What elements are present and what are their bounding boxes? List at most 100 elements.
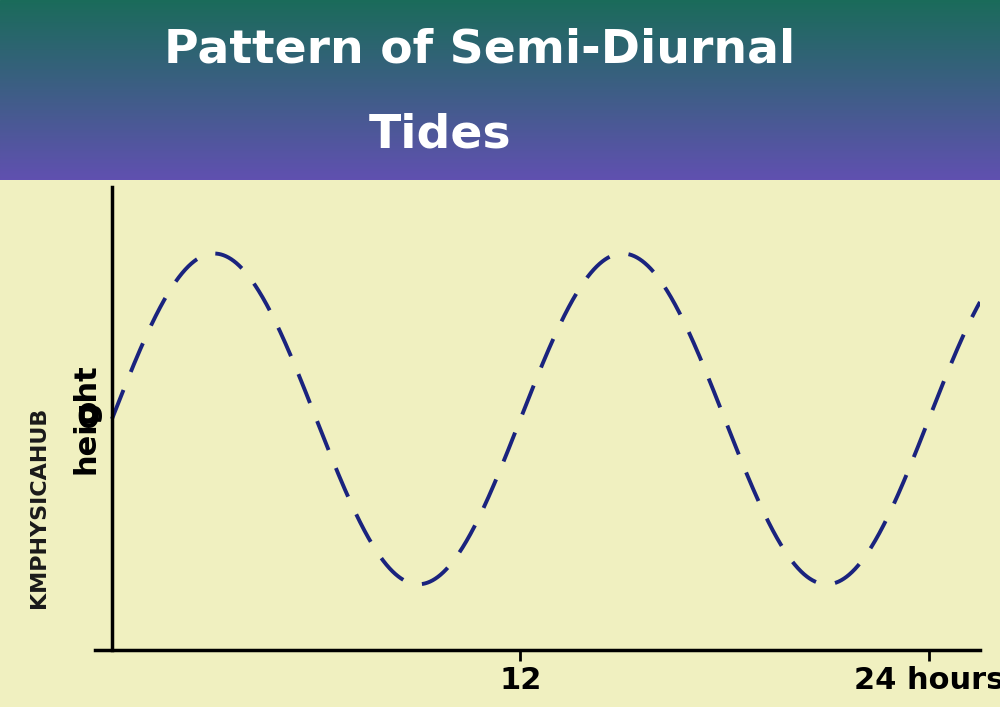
Bar: [0, 21, 1000, 22]
Bar: [0, 96, 1000, 98]
Bar: [0, 137, 1000, 138]
Text: Tides: Tides: [369, 112, 511, 158]
Bar: [0, 2, 1000, 3]
Bar: [0, 28, 1000, 29]
Bar: [0, 177, 1000, 178]
Bar: [0, 82, 1000, 83]
Bar: [0, 3, 1000, 4]
Bar: [0, 57, 1000, 58]
Bar: [0, 140, 1000, 141]
Bar: [0, 18, 1000, 19]
Bar: [0, 40, 1000, 42]
Bar: [0, 76, 1000, 78]
Bar: [0, 65, 1000, 66]
Bar: [0, 141, 1000, 142]
Bar: [0, 151, 1000, 152]
Bar: [0, 73, 1000, 74]
Bar: [0, 59, 1000, 60]
Bar: [0, 47, 1000, 48]
Bar: [0, 45, 1000, 46]
Bar: [0, 147, 1000, 148]
Bar: [0, 43, 1000, 44]
Bar: [0, 163, 1000, 164]
Bar: [0, 101, 1000, 102]
Bar: [0, 153, 1000, 154]
Bar: [0, 4, 1000, 6]
Bar: [0, 85, 1000, 86]
Bar: [0, 152, 1000, 153]
Bar: [0, 81, 1000, 82]
Bar: [0, 55, 1000, 56]
Bar: [0, 95, 1000, 96]
Y-axis label: height: height: [72, 363, 101, 474]
Bar: [0, 50, 1000, 52]
Bar: [0, 12, 1000, 13]
Bar: [0, 34, 1000, 35]
Bar: [0, 142, 1000, 144]
Bar: [0, 98, 1000, 99]
Bar: [0, 158, 1000, 160]
Bar: [0, 134, 1000, 135]
Bar: [0, 118, 1000, 119]
Bar: [0, 131, 1000, 132]
Bar: [0, 7, 1000, 8]
Bar: [0, 111, 1000, 112]
Bar: [0, 30, 1000, 32]
Bar: [0, 155, 1000, 156]
Bar: [0, 49, 1000, 50]
Bar: [0, 145, 1000, 146]
Bar: [0, 26, 1000, 27]
Text: 0: 0: [77, 402, 100, 436]
Bar: [0, 71, 1000, 72]
Bar: [0, 175, 1000, 176]
Bar: [0, 80, 1000, 81]
Bar: [0, 161, 1000, 162]
Bar: [0, 165, 1000, 166]
Bar: [0, 115, 1000, 116]
Bar: [0, 70, 1000, 71]
Bar: [0, 1, 1000, 2]
Bar: [0, 109, 1000, 110]
Bar: [0, 135, 1000, 136]
Bar: [0, 120, 1000, 121]
Bar: [0, 89, 1000, 90]
Bar: [0, 105, 1000, 106]
Bar: [0, 144, 1000, 145]
Bar: [0, 146, 1000, 147]
Bar: [0, 23, 1000, 24]
Bar: [0, 126, 1000, 127]
Bar: [0, 157, 1000, 158]
Bar: [0, 99, 1000, 100]
Bar: [0, 86, 1000, 88]
Bar: [0, 38, 1000, 39]
Bar: [0, 56, 1000, 57]
Bar: [0, 8, 1000, 9]
Bar: [0, 53, 1000, 54]
Bar: [0, 108, 1000, 109]
Bar: [0, 162, 1000, 163]
Bar: [0, 127, 1000, 128]
Bar: [0, 104, 1000, 105]
Bar: [0, 88, 1000, 89]
Bar: [0, 114, 1000, 115]
Bar: [0, 128, 1000, 129]
Bar: [0, 129, 1000, 130]
Bar: [0, 20, 1000, 21]
Bar: [0, 156, 1000, 157]
Bar: [0, 168, 1000, 170]
Bar: [0, 92, 1000, 93]
Bar: [0, 35, 1000, 36]
Bar: [0, 110, 1000, 111]
Bar: [0, 68, 1000, 69]
Bar: [0, 52, 1000, 53]
Bar: [0, 171, 1000, 173]
Bar: [0, 13, 1000, 14]
Bar: [0, 64, 1000, 65]
Bar: [0, 122, 1000, 124]
Bar: [0, 106, 1000, 107]
Bar: [0, 124, 1000, 125]
Text: KMPHYSICAHUB: KMPHYSICAHUB: [29, 406, 49, 607]
Bar: [0, 69, 1000, 70]
Bar: [0, 37, 1000, 38]
Bar: [0, 84, 1000, 85]
